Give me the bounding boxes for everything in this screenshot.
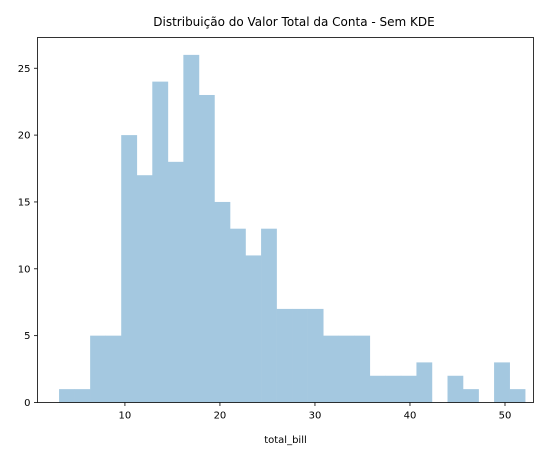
x-axis-ticks: 10 20 30 40 50: [119, 402, 512, 422]
histogram-bars: [59, 54, 526, 403]
x-tick-label-30: 30: [309, 411, 322, 422]
y-tick-label-10: 10: [18, 264, 31, 275]
histogram-bar-12: [245, 255, 262, 403]
histogram-bar-16: [307, 308, 324, 403]
y-tick-label-25: 25: [18, 64, 31, 75]
histogram-bar-29: [509, 389, 526, 403]
histogram-bar-13: [261, 228, 277, 403]
y-tick-label-20: 20: [18, 131, 31, 142]
histogram-bar-7: [167, 161, 184, 403]
histogram-bar-2: [90, 335, 107, 403]
histogram-bar-28: [494, 362, 510, 403]
histogram-bar-6: [152, 81, 169, 403]
histogram-bar-18: [338, 335, 355, 403]
x-axis-label: total_bill: [264, 435, 307, 446]
y-tick-label-0: 0: [24, 398, 30, 409]
histogram-bar-17: [323, 335, 340, 403]
histogram-bar-20: [369, 375, 386, 403]
plot-frame: [37, 37, 534, 403]
histogram-bar-4: [121, 135, 138, 403]
histogram-bar-11: [230, 228, 246, 403]
histogram-bar-22: [400, 375, 417, 403]
histogram-bar-21: [385, 375, 402, 403]
histogram-bar-0: [59, 389, 75, 403]
histogram-bar-10: [214, 201, 231, 403]
histogram-bar-5: [136, 175, 153, 403]
histogram-bar-15: [292, 308, 308, 403]
x-tick-label-50: 50: [499, 411, 512, 422]
histogram-bar-14: [276, 308, 293, 403]
histogram-bar-19: [354, 335, 371, 403]
x-tick-label-10: 10: [119, 411, 132, 422]
histogram-bar-23: [416, 362, 433, 403]
x-tick-label-20: 20: [214, 411, 227, 422]
y-tick-label-15: 15: [18, 197, 31, 208]
histogram-bar-1: [74, 389, 91, 403]
y-axis-ticks: 0 5 10 15 20 25: [18, 64, 38, 409]
histogram-bar-25: [447, 375, 464, 403]
chart-title: Distribuição do Valor Total da Conta - S…: [153, 15, 434, 29]
histogram-bar-8: [183, 54, 200, 403]
x-tick-label-40: 40: [404, 411, 417, 422]
histogram-bar-26: [462, 389, 479, 403]
histogram-bar-3: [105, 335, 122, 403]
y-tick-label-5: 5: [24, 331, 30, 342]
histogram-bar-9: [198, 94, 215, 403]
